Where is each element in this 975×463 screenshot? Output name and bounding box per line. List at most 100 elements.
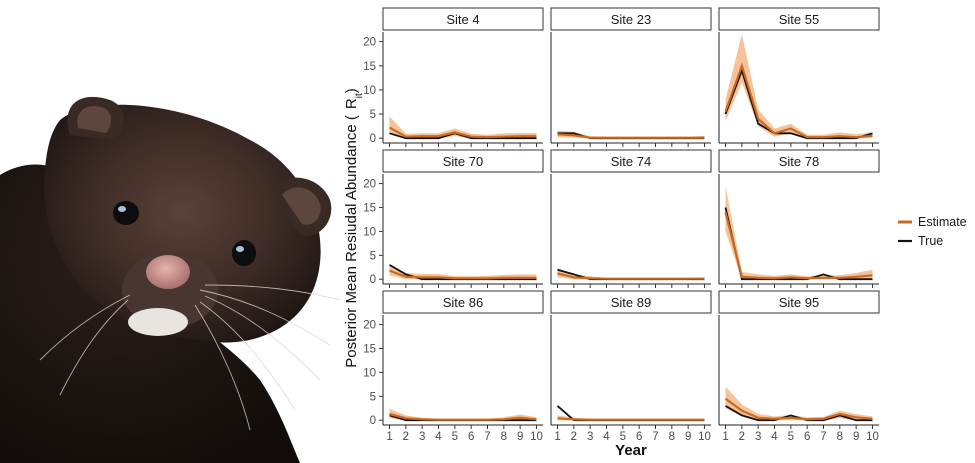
facet-strip-label: Site 86 bbox=[443, 295, 483, 310]
right-ear-inner bbox=[282, 187, 321, 225]
right-eye-highlight bbox=[236, 246, 244, 252]
panel-site-78: Site 78 bbox=[718, 149, 880, 288]
y-axis-label: Posterior Mean Resiudal Abundance ( Rit) bbox=[343, 88, 365, 368]
y-axis-label-text: Posterior Mean Resiudal Abundance ( bbox=[343, 115, 360, 368]
y-tick-label: 10 bbox=[363, 367, 376, 379]
y-tick-label: 0 bbox=[370, 274, 376, 286]
panel-site-55: Site 55 bbox=[718, 7, 880, 147]
x-tick-label: 4 bbox=[603, 431, 610, 443]
facet-strip bbox=[718, 290, 880, 314]
panel-site-23: Site 23 bbox=[550, 7, 712, 147]
facet-strip bbox=[382, 7, 544, 31]
panel-site-4: Site 4 0 5 10 15 20 bbox=[363, 7, 544, 147]
x-tick-label: 3 bbox=[755, 431, 761, 443]
estimate-series-line bbox=[557, 417, 705, 421]
x-tick-label: 2 bbox=[571, 431, 577, 443]
x-tick-label: 3 bbox=[419, 431, 425, 443]
y-tick-label: 5 bbox=[370, 109, 376, 121]
left-ear-inner bbox=[77, 106, 111, 133]
facet-strip bbox=[382, 290, 544, 314]
facet-strip bbox=[718, 7, 880, 31]
x-tick-label: 1 bbox=[554, 431, 560, 443]
x-tick-label: 5 bbox=[788, 431, 794, 443]
y-axis-label-close: ) bbox=[343, 88, 360, 93]
facet-strip-label: Site 4 bbox=[446, 12, 479, 27]
true-series-line bbox=[724, 207, 873, 281]
x-tick-label: 10 bbox=[698, 431, 711, 443]
x-tick-label: 4 bbox=[435, 431, 442, 443]
mink-head bbox=[44, 104, 321, 343]
y-tick-label: 0 bbox=[370, 415, 376, 427]
true-series-line bbox=[724, 67, 873, 140]
estimate-series-line bbox=[724, 212, 873, 280]
x-tick-label: 10 bbox=[530, 431, 543, 443]
estimate-series-line bbox=[389, 412, 537, 421]
y-axis-label-subscript: it bbox=[354, 93, 365, 98]
x-tick-label: 7 bbox=[652, 431, 658, 443]
x-tick-label: 2 bbox=[403, 431, 409, 443]
chin-patch bbox=[128, 308, 188, 336]
x-tick-label: 1 bbox=[386, 431, 392, 443]
mink-photo bbox=[0, 96, 340, 463]
true-series-line bbox=[389, 132, 537, 140]
mink-icon bbox=[0, 96, 340, 463]
x-tick-label: 6 bbox=[636, 431, 642, 443]
true-series-line bbox=[556, 405, 705, 422]
y-tick-label: 15 bbox=[363, 343, 376, 355]
estimate-credible-band bbox=[389, 264, 537, 280]
facet-strip-label: Site 78 bbox=[779, 154, 819, 169]
estimate-series-line bbox=[388, 126, 537, 139]
x-tick-label: 8 bbox=[837, 431, 843, 443]
x-tick-label: 7 bbox=[484, 431, 490, 443]
y-tick-label: 5 bbox=[370, 391, 376, 403]
facet-strip-label: Site 95 bbox=[779, 295, 819, 310]
facet-strip bbox=[382, 149, 544, 173]
facet-strip bbox=[550, 149, 712, 173]
x-tick-label: 3 bbox=[587, 431, 593, 443]
x-tick-label: 2 bbox=[739, 431, 745, 443]
y-tick-label: 15 bbox=[363, 61, 376, 73]
x-tick-label: 9 bbox=[685, 431, 691, 443]
x-tick-label: 7 bbox=[820, 431, 826, 443]
y-tick-label: 20 bbox=[363, 179, 376, 191]
x-tick-label: 6 bbox=[804, 431, 810, 443]
x-tick-label: 6 bbox=[468, 431, 474, 443]
estimate-credible-band bbox=[725, 186, 873, 280]
x-tick-label: 9 bbox=[517, 431, 523, 443]
facet-strip-label: Site 23 bbox=[611, 12, 651, 27]
estimate-series-line bbox=[557, 133, 705, 139]
legend: Estimate True bbox=[898, 215, 967, 248]
facet-strip-label: Site 74 bbox=[611, 154, 651, 169]
facet-strip bbox=[718, 149, 880, 173]
legend-true-label: True bbox=[918, 234, 943, 248]
facet-strip bbox=[550, 290, 712, 314]
y-tick-label: 10 bbox=[363, 226, 376, 238]
x-tick-label: 8 bbox=[669, 431, 675, 443]
muzzle bbox=[122, 252, 218, 328]
left-eye-highlight bbox=[118, 206, 126, 212]
y-tick-label: 15 bbox=[363, 202, 376, 214]
y-tick-label: 20 bbox=[363, 37, 376, 49]
whiskers bbox=[39, 284, 340, 431]
estimate-series-line bbox=[724, 62, 873, 139]
facet-strip-label: Site 70 bbox=[443, 154, 483, 169]
y-axis-label-symbol: R bbox=[343, 98, 360, 109]
x-tick-label: 4 bbox=[771, 431, 778, 443]
x-tick-label: 9 bbox=[853, 431, 859, 443]
estimate-series-line bbox=[557, 272, 705, 280]
x-axis-label: Year bbox=[615, 442, 647, 459]
x-tick-label: 1 bbox=[722, 431, 728, 443]
y-tick-label: 5 bbox=[370, 250, 376, 262]
estimate-series-line bbox=[724, 397, 873, 421]
panel-site-89: Site 89 1 2 3 4 5 6 7 8 9 10 bbox=[550, 290, 712, 443]
y-tick-label: 20 bbox=[363, 320, 376, 332]
y-tick-label: 0 bbox=[370, 133, 376, 145]
x-tick-label: 10 bbox=[866, 431, 879, 443]
panel-site-95: Site 95 1 2 3 4 5 6 7 8 9 10 bbox=[718, 290, 880, 443]
facet-strip-label: Site 89 bbox=[611, 295, 651, 310]
x-tick-label: 8 bbox=[501, 431, 507, 443]
estimate-series-line bbox=[389, 269, 537, 280]
